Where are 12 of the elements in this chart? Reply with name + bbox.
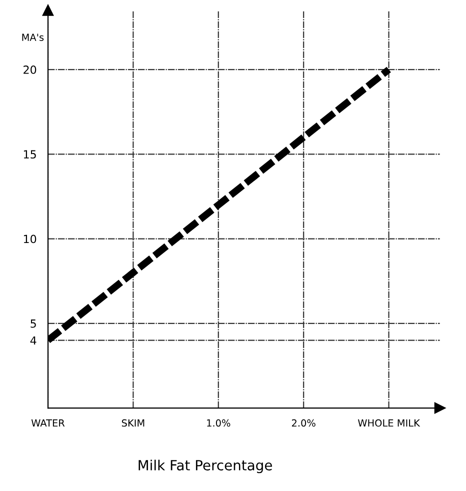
y-tick-label: 10 — [24, 234, 36, 244]
y-axis-title: MA's — [22, 34, 44, 41]
x-tick-label: WATER — [31, 419, 65, 427]
x-tick-label: 1.0% — [207, 419, 230, 427]
x-tick-label: WHOLE MILK — [358, 419, 420, 427]
x-axis-title: Milk Fat Percentage — [138, 460, 272, 474]
x-tick-label: 2.0% — [292, 419, 316, 427]
x-tick-label: SKIM — [122, 419, 144, 427]
y-tick-label: 20 — [24, 66, 36, 74]
y-tick-label: 5 — [30, 320, 36, 328]
y-tick-label: 15 — [24, 150, 36, 159]
y-tick-label: 4 — [30, 336, 36, 345]
